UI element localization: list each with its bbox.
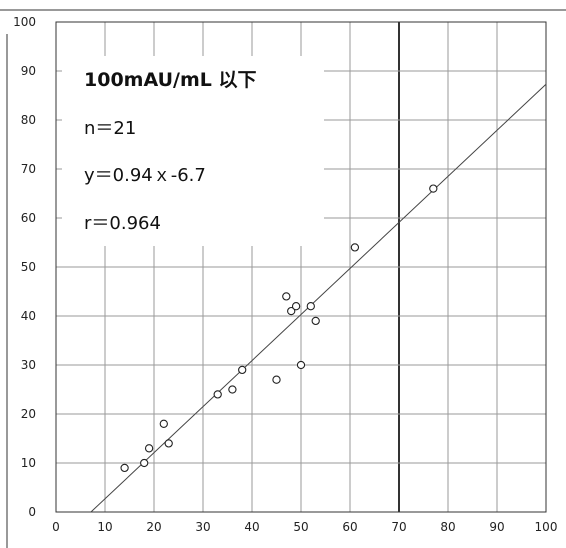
- x-tick-label: 10: [97, 520, 112, 534]
- data-point: [272, 375, 281, 384]
- x-tick-label: 80: [440, 520, 455, 534]
- data-point: [164, 439, 173, 448]
- x-tick-label: 60: [342, 520, 357, 534]
- y-tick-label: 0: [28, 505, 36, 519]
- data-points: [120, 184, 438, 473]
- plot-area-frame: [55, 21, 547, 513]
- y-tick-label: 70: [21, 162, 36, 176]
- data-point: [144, 444, 154, 453]
- data-point: [296, 360, 306, 370]
- data-point: [282, 292, 291, 301]
- data-point: [287, 306, 296, 316]
- x-tick-label: 30: [195, 520, 210, 534]
- annotation-title: 100mAU/mL 以下: [84, 69, 256, 91]
- y-tick-label: 10: [21, 456, 36, 470]
- annotation-box: [62, 56, 324, 246]
- y-tick-label: 100: [13, 15, 36, 29]
- data-point: [228, 385, 237, 394]
- data-point: [213, 390, 222, 399]
- x-tick-label: 50: [293, 520, 308, 534]
- data-point: [140, 458, 149, 468]
- y-tick-label: 60: [21, 211, 36, 225]
- y-axis-ticks: 0 10 20 30 40 50 60 70 80 90 100: [13, 15, 36, 519]
- data-point: [291, 302, 301, 311]
- x-tick-label: 40: [244, 520, 259, 534]
- data-point: [120, 463, 129, 473]
- x-tick-label: 90: [489, 520, 504, 534]
- x-tick-label: 20: [146, 520, 161, 534]
- data-point: [306, 302, 315, 311]
- data-point: [159, 419, 168, 428]
- data-point: [350, 243, 360, 252]
- data-point: [429, 184, 438, 193]
- annotation-n: n＝21: [84, 118, 136, 139]
- x-axis-ticks: 0 10 20 30 40 50 60 70 80 90 100: [52, 520, 557, 534]
- y-tick-label: 20: [21, 407, 36, 421]
- data-point: [311, 316, 320, 326]
- y-tick-label: 80: [21, 113, 36, 127]
- y-tick-label: 50: [21, 260, 36, 274]
- y-tick-label: 30: [21, 358, 36, 372]
- data-point: [238, 365, 247, 375]
- annotation-equation: y＝0.94ｘ-6.7: [84, 165, 206, 186]
- annotation-r: r＝0.964: [84, 213, 161, 234]
- x-tick-label: 0: [52, 520, 60, 534]
- y-tick-label: 90: [21, 64, 36, 78]
- y-tick-label: 40: [21, 309, 36, 323]
- x-tick-label: 70: [391, 520, 406, 534]
- x-tick-label: 100: [535, 520, 558, 534]
